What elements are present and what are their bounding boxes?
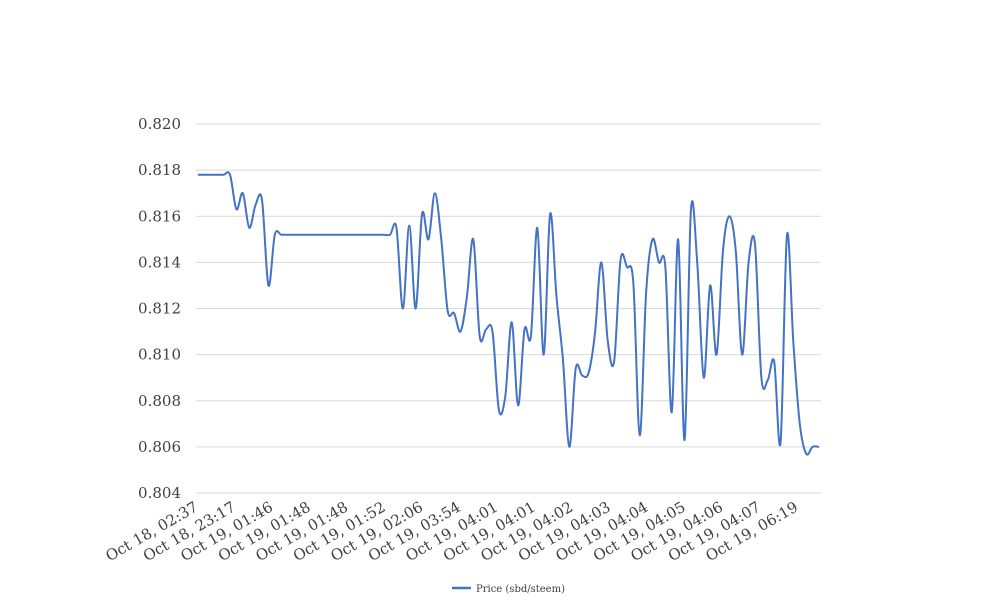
legend-label: Price (sbd/steem) xyxy=(476,584,565,595)
y-tick-label: 0.804 xyxy=(138,484,181,502)
y-tick-label: 0.812 xyxy=(138,300,181,318)
y-tick-label: 0.810 xyxy=(138,346,181,364)
y-tick-label: 0.820 xyxy=(138,115,181,133)
y-tick-label: 0.818 xyxy=(138,161,181,179)
y-tick-label: 0.816 xyxy=(138,207,181,225)
y-tick-label: 0.806 xyxy=(138,438,181,456)
y-axis-ticks: 0.804 0.806 0.808 0.810 0.812 0.814 0.816 0.818… xyxy=(138,115,181,502)
series-line-price xyxy=(198,171,820,456)
y-tick-label: 0.814 xyxy=(138,253,181,271)
series-layer xyxy=(198,171,820,456)
gridlines xyxy=(196,123,821,494)
legend: Price (sbd/steem) xyxy=(452,584,565,595)
y-tick-label: 0.808 xyxy=(138,392,181,410)
